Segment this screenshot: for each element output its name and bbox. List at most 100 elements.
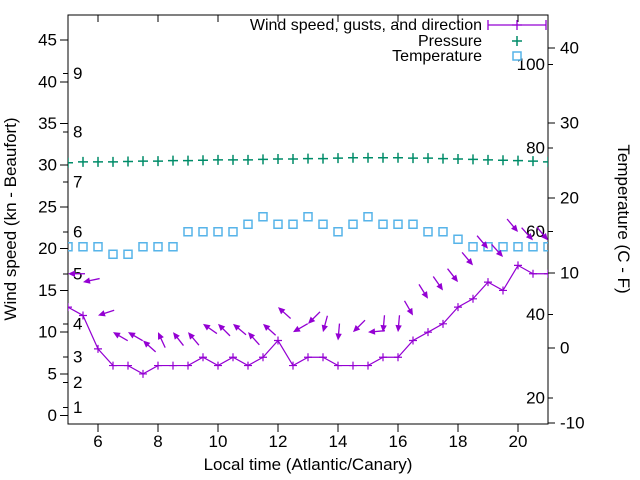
legend-marker-wind: [487, 20, 547, 30]
gust-arrow-head: [335, 333, 342, 341]
pressure-point: [513, 155, 523, 166]
gust-arrow-head: [525, 233, 533, 241]
pressure-point: [168, 155, 178, 166]
temperature-point: [183, 227, 193, 237]
wind-speed-point: [439, 319, 447, 328]
wind-speed-point: [274, 336, 282, 345]
temperature-point: [288, 219, 298, 230]
y-left-tick-label: 45: [38, 31, 57, 50]
temperature-point: [168, 242, 178, 252]
pressure-point: [123, 156, 133, 167]
temperature-point: [213, 227, 223, 237]
temperature-point: [93, 242, 103, 252]
y-left-tick-label: 20: [38, 239, 57, 258]
temperature-point: [138, 242, 148, 252]
temperature-point: [423, 227, 433, 237]
gust-arrow-head: [143, 340, 151, 348]
temperature-point: [348, 219, 358, 230]
x-tick-label: 12: [269, 432, 288, 451]
pressure-point: [318, 153, 328, 164]
wind-speed-point: [79, 311, 87, 320]
wind-speed-point: [454, 303, 462, 312]
x-tick-label: 6: [93, 432, 102, 451]
gust-arrow-head: [353, 324, 361, 333]
pressure-point: [333, 153, 343, 164]
wind-speed-point: [349, 361, 357, 370]
gust-arrow-head: [481, 241, 488, 249]
pressure-point: [408, 153, 418, 164]
gust-arrow-head: [321, 324, 328, 333]
beaufort-label: 7: [73, 172, 82, 191]
gust-arrow-head: [436, 282, 443, 291]
wind-speed-point: [334, 361, 342, 370]
x-tick-label: 8: [153, 432, 162, 451]
wind-speed-point: [154, 361, 162, 370]
y-left-tick-label: 10: [38, 323, 57, 342]
wind-speed-point: [244, 361, 252, 370]
x-tick-label: 20: [509, 432, 528, 451]
wind-speed-point: [124, 361, 132, 370]
temperature-point: [468, 242, 478, 252]
gust-arrow-head: [173, 332, 180, 340]
pressure-point: [68, 157, 73, 168]
fahrenheit-label: 80: [526, 139, 545, 158]
temperature-point: [438, 227, 448, 237]
pressure-point: [273, 153, 283, 164]
temperature-point: [258, 212, 268, 222]
x-axis-title: Local time (Atlantic/Canary): [204, 455, 413, 474]
gust-arrow-head: [233, 323, 241, 331]
y-left-tick-label: 15: [38, 281, 57, 300]
wind-speed-point: [139, 369, 147, 378]
pressure-point: [378, 152, 388, 163]
pressure-point: [198, 155, 208, 166]
wind-speed-point: [364, 361, 372, 370]
wind-speed-point: [319, 353, 327, 362]
pressure-point: [438, 153, 448, 164]
temperature-point: [333, 227, 343, 237]
legend: Wind speed, gusts, and direction Pressur…: [250, 17, 482, 65]
gust-arrow-head: [511, 224, 518, 233]
pressure-point: [213, 154, 223, 165]
temperature-point: [318, 219, 328, 230]
pressure-point: [243, 154, 253, 165]
fahrenheit-label: 100: [517, 55, 545, 74]
gust-arrow-head: [421, 291, 428, 299]
legend-errorbar-center: [512, 20, 522, 30]
temperature-point: [198, 227, 208, 237]
beaufort-label: 2: [73, 373, 82, 392]
pressure-point: [228, 154, 238, 165]
temperature-point: [513, 242, 523, 252]
x-tick-label: 10: [209, 432, 228, 451]
wind-speed-point: [94, 344, 102, 353]
wind-speed-point: [184, 361, 192, 370]
plot-border: [67, 14, 549, 425]
wind-speed-point: [409, 336, 417, 345]
wind-speed-point: [259, 353, 267, 362]
y-right-tick-label: 10: [560, 264, 579, 283]
x-tick-label: 14: [329, 432, 348, 451]
wind-speed-point: [379, 353, 387, 362]
gust-arrow-head: [113, 332, 121, 339]
pressure-series: [68, 152, 548, 168]
wind-speed-point: [469, 294, 477, 303]
data-series: [68, 152, 548, 378]
pressure-point: [423, 153, 433, 164]
pressure-point: [183, 155, 193, 166]
pressure-point: [528, 156, 538, 167]
axes: 6 8 10 12 14 16 18 20051015202530354045-1001020…: [38, 14, 585, 451]
y-right-tick-label: 0: [560, 339, 569, 358]
temperature-point: [543, 242, 548, 252]
temperature-point: [498, 242, 508, 252]
x-tick-label: 16: [389, 432, 408, 451]
wind-speed-point: [484, 278, 492, 287]
wind-speed-point: [229, 353, 237, 362]
gust-arrow-head: [380, 324, 387, 333]
pressure-point: [453, 153, 463, 164]
gust-arrow-head: [263, 323, 271, 331]
pressure-point: [138, 156, 148, 167]
temperature-point: [273, 219, 283, 230]
pressure-point: [303, 153, 313, 164]
pressure-point: [498, 155, 508, 166]
legend-marker-temperature: [512, 51, 522, 61]
y-right-tick-label: 20: [560, 189, 579, 208]
